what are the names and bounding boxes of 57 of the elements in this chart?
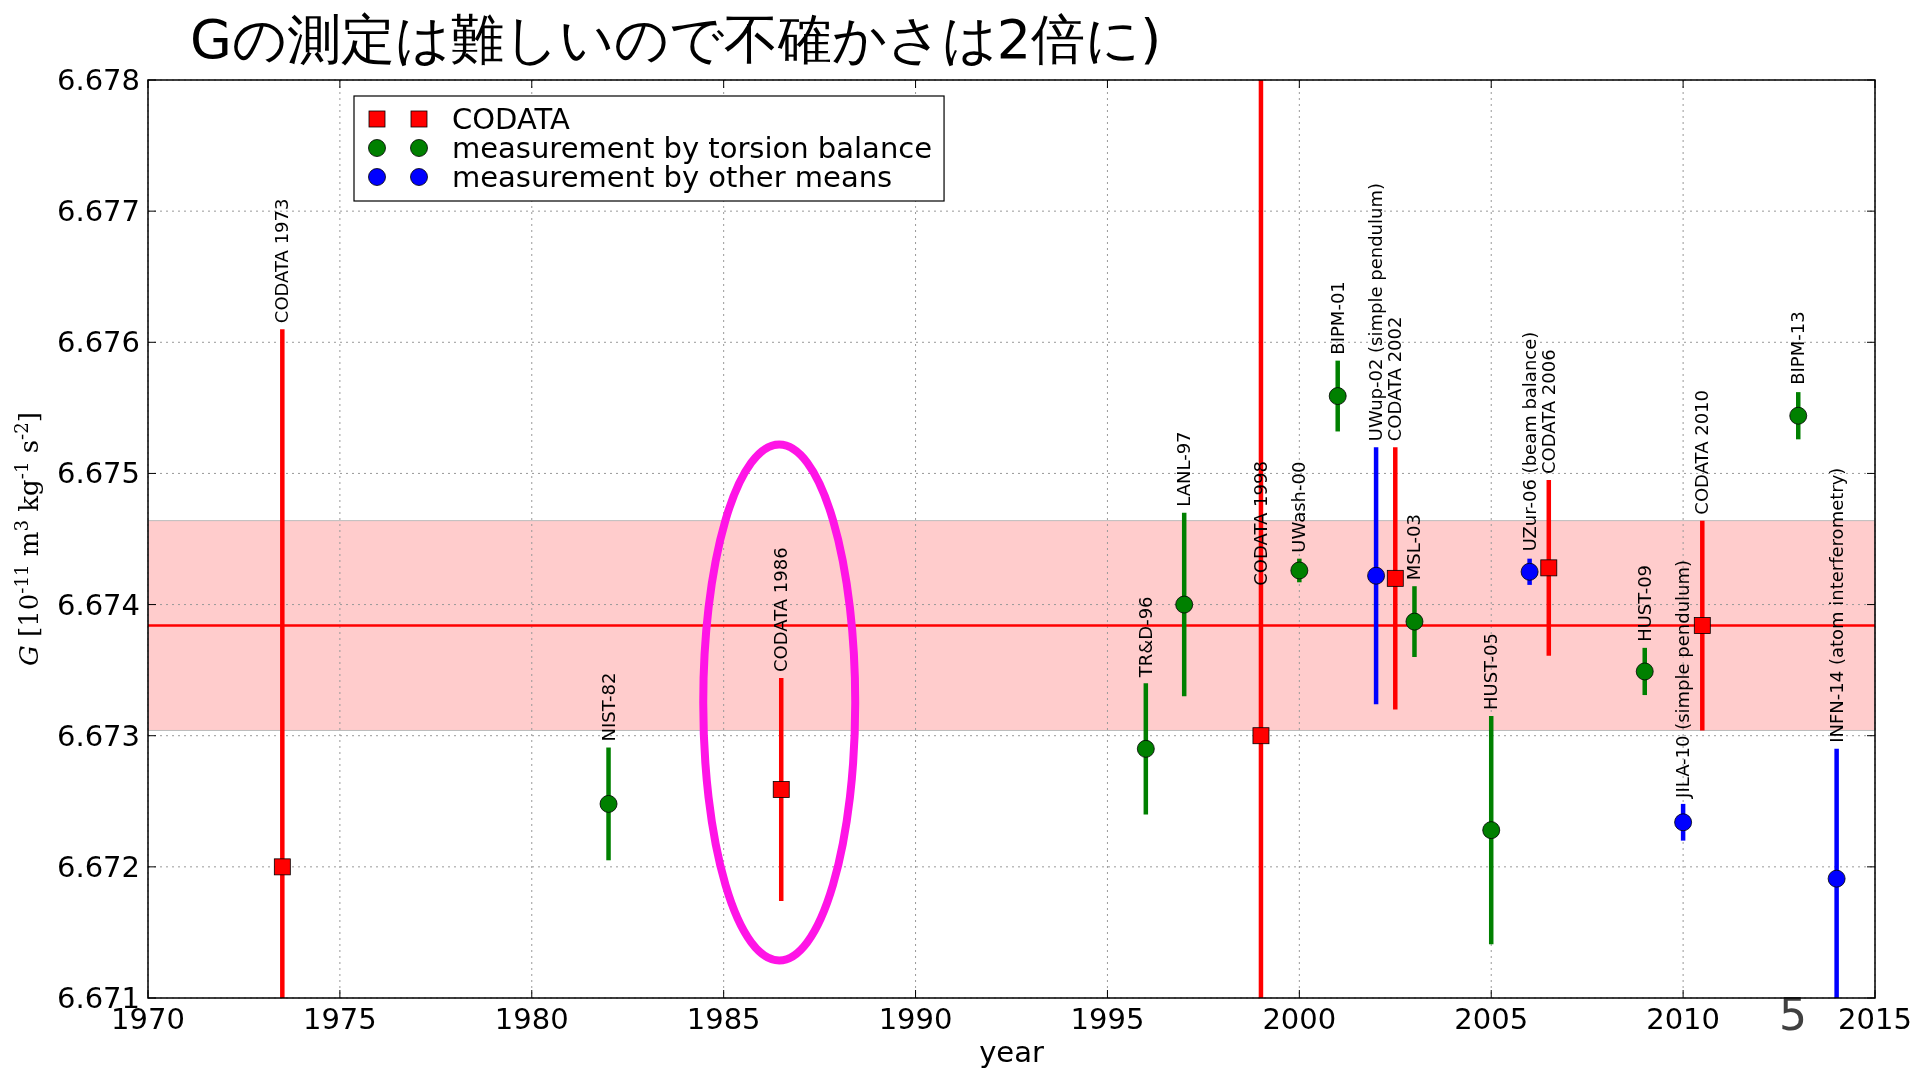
annotation: CODATA 2006 [1537, 349, 1559, 474]
annotation: MSL-03 [1403, 514, 1425, 581]
annotation: LANL-97 [1173, 431, 1195, 507]
point [1328, 387, 1347, 405]
y-tick-label: 6.678 [56, 63, 140, 97]
point [1175, 595, 1194, 614]
point [1540, 559, 1558, 577]
annotation: CODATA 1986 [770, 547, 792, 673]
annotation: CODATA 1973 [271, 198, 293, 324]
point [1693, 617, 1711, 634]
point [1520, 562, 1539, 581]
annotation: BIPM-01 [1326, 281, 1348, 355]
x-tick-label: 1975 [302, 1002, 377, 1036]
point [1252, 727, 1270, 745]
y-tick-label: 6.677 [56, 194, 140, 229]
annotation: CODATA 1998 [1249, 461, 1271, 586]
point [1386, 569, 1404, 587]
x-tick-label: 2005 [1454, 1002, 1529, 1036]
x-tick-label: 1990 [878, 1002, 953, 1036]
y-tick-label: 6.675 [56, 456, 140, 491]
chart-title: Gの測定は難しいので不確かさは2倍に) [190, 8, 1162, 71]
y-tick-label: 6.672 [56, 849, 140, 884]
point [1789, 406, 1808, 425]
annotation: 5 [1779, 989, 1807, 1040]
x-tick-label: 2000 [1262, 1002, 1337, 1036]
annotation: BIPM-13 [1787, 311, 1809, 385]
y-tick-label: 6.674 [56, 587, 140, 622]
point [1674, 813, 1693, 832]
annotation: UWash-00 [1288, 461, 1310, 553]
annotation: HUST-05 [1480, 633, 1502, 711]
y-tick-label: 6.676 [56, 325, 140, 360]
x-tick-label: 1980 [494, 1002, 569, 1036]
y-tick-label: 6.673 [56, 718, 140, 753]
point [1367, 566, 1385, 585]
x-tick-label: 2010 [1646, 1002, 1721, 1036]
point [1290, 561, 1309, 580]
x-tick-label: 2015 [1838, 1002, 1912, 1036]
point [1635, 662, 1654, 681]
point [1482, 821, 1501, 840]
annotation: INFN-14 (atom interferometry) [1825, 467, 1847, 743]
point [1136, 739, 1155, 758]
point [599, 795, 618, 813]
annotation: NIST-82 [597, 672, 619, 742]
annotation: CODATA 2010 [1691, 390, 1713, 515]
x-tick-label: 1985 [686, 1002, 761, 1036]
annotation: UWup-02 (simple pendulum) [1365, 183, 1387, 442]
point [1827, 869, 1846, 888]
annotation: JILA-10 (simple pendulum) [1672, 559, 1694, 799]
point [1405, 612, 1424, 631]
annotation: HUST-09 [1633, 564, 1655, 642]
point [273, 858, 291, 876]
annotation: TR&D-96 [1134, 596, 1156, 679]
point [772, 781, 790, 798]
x-tick-label: 1995 [1070, 1002, 1145, 1036]
annotation: UZur-06 (beam balance) [1518, 331, 1540, 552]
x-axis-title: year [979, 1035, 1044, 1069]
legend-label: CODATA [452, 102, 570, 136]
